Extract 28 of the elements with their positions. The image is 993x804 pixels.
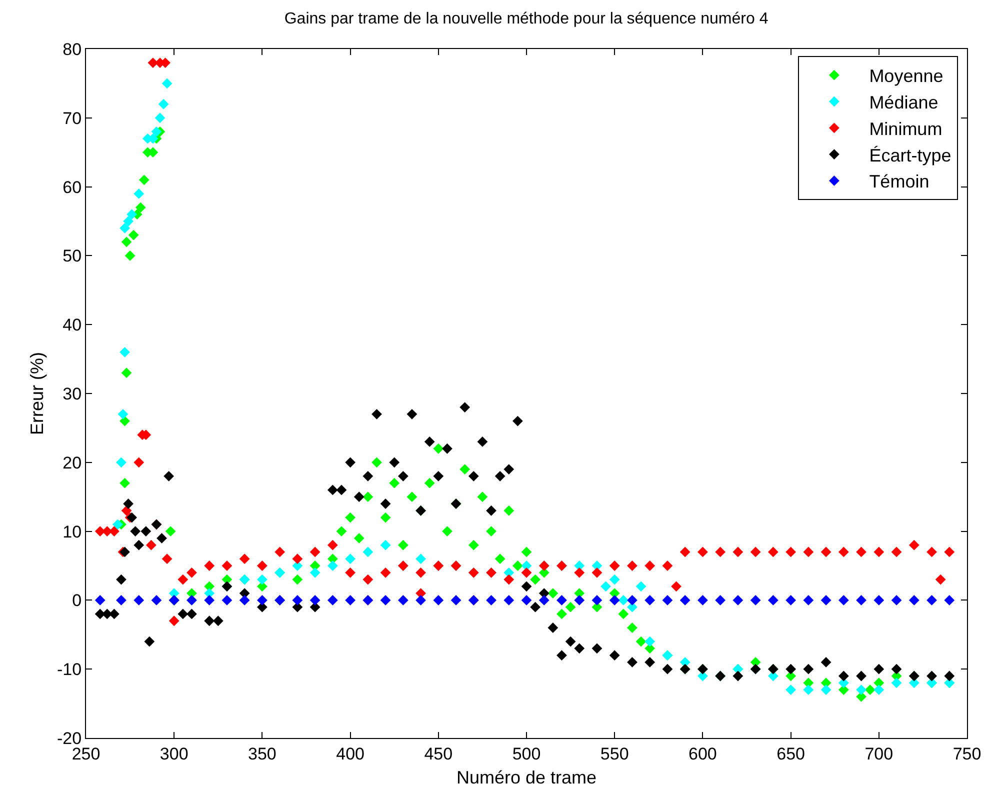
x-tick-label: 650	[776, 744, 805, 764]
x-tick-label: 700	[864, 744, 894, 764]
y-tick-label: 0	[72, 591, 82, 610]
legend-label: Minimum	[869, 118, 942, 139]
y-tick-label: -10	[57, 660, 82, 680]
x-tick-label: 600	[688, 744, 717, 764]
y-tick-label: 70	[62, 108, 82, 128]
y-tick-label: 40	[62, 316, 82, 335]
y-tick-label: 20	[62, 453, 82, 472]
y-tick-label: 80	[62, 40, 82, 59]
legend-label: Témoin	[869, 172, 930, 192]
x-axis-title: Numéro de trame	[456, 768, 597, 788]
y-tick-label: 60	[62, 178, 82, 197]
legend-label: Médiane	[869, 92, 938, 113]
chart-title: Gains par trame de la nouvelle méthode pour la séquence numéro 4	[284, 10, 768, 28]
y-tick-label: 10	[62, 522, 82, 542]
legend-label: Écart-type	[869, 145, 952, 166]
x-tick-label: 400	[336, 744, 364, 764]
x-tick-label: 350	[248, 744, 276, 764]
x-tick-label: 450	[424, 744, 453, 764]
x-tick-label: 550	[600, 744, 629, 764]
x-tick-label: 300	[160, 744, 188, 764]
x-tick-label: 500	[512, 744, 541, 764]
y-tick-label: 50	[62, 246, 82, 266]
legend-label: Moyenne	[869, 66, 944, 86]
y-tick-label: 30	[62, 384, 82, 404]
y-axis-title: Erreur (%)	[27, 352, 48, 436]
x-tick-label: 750	[952, 744, 982, 764]
